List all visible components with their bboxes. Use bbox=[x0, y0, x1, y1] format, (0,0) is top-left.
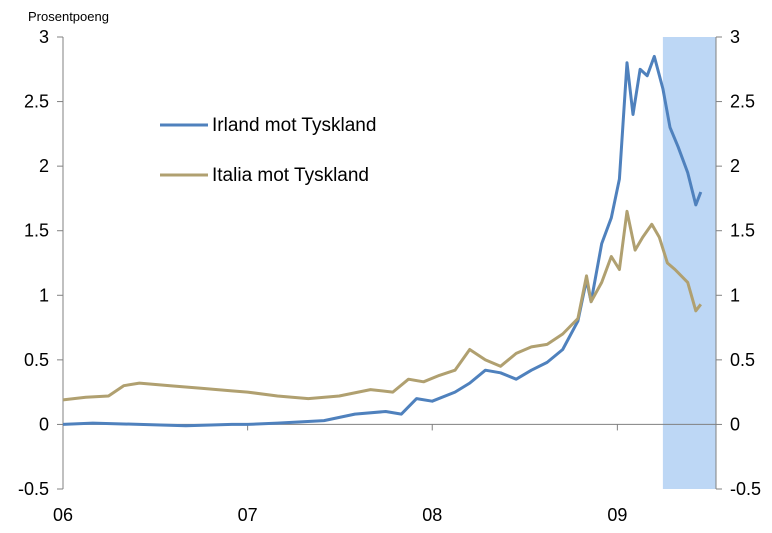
y-tick-label-right: 2.5 bbox=[730, 92, 755, 112]
y-tick-label-left: 2.5 bbox=[24, 92, 49, 112]
x-tick-label: 09 bbox=[607, 505, 627, 525]
y-tick-label-left: 1 bbox=[39, 285, 49, 305]
series-lines bbox=[62, 54, 703, 428]
y-tick-label-left: 3 bbox=[39, 27, 49, 47]
y-tick-label-right: 1 bbox=[730, 285, 740, 305]
x-tick-label: 07 bbox=[238, 505, 258, 525]
y-tick-label-left: 0 bbox=[39, 414, 49, 434]
y-tick-label-right: 3 bbox=[730, 27, 740, 47]
y-tick-label-right: 2 bbox=[730, 156, 740, 176]
y-tick-label-left: 0.5 bbox=[24, 350, 49, 370]
x-tick-label: 08 bbox=[422, 505, 442, 525]
y-tick-label-left: 2 bbox=[39, 156, 49, 176]
legend-label-irland: Irland mot Tyskland bbox=[212, 115, 376, 136]
axes bbox=[57, 36, 722, 490]
x-tick-label: 06 bbox=[53, 505, 73, 525]
tick-labels: -0.5 -0.5 0 0 0.5 0.5 1 1 1.5 1.5 2 2 2.5 2.5 3 3 06 07 08… bbox=[18, 27, 761, 525]
y-tick-label-right: -0.5 bbox=[730, 479, 761, 499]
series-line-italia bbox=[62, 209, 702, 402]
series-line-irland bbox=[62, 54, 703, 428]
y-tick-label-right: 1.5 bbox=[730, 221, 755, 241]
y-tick-label-right: 0 bbox=[730, 414, 740, 434]
y-tick-label-left: 1.5 bbox=[24, 221, 49, 241]
y-tick-label-right: 0.5 bbox=[730, 350, 755, 370]
shaded-forecast-region bbox=[662, 37, 716, 489]
legend-label-italia: Italia mot Tyskland bbox=[212, 165, 369, 186]
unit-label: Prosentpoeng bbox=[28, 9, 109, 24]
y-tick-label-left: -0.5 bbox=[18, 479, 49, 499]
legend: Irland mot Tyskland Italia mot Tyskland bbox=[160, 115, 376, 186]
